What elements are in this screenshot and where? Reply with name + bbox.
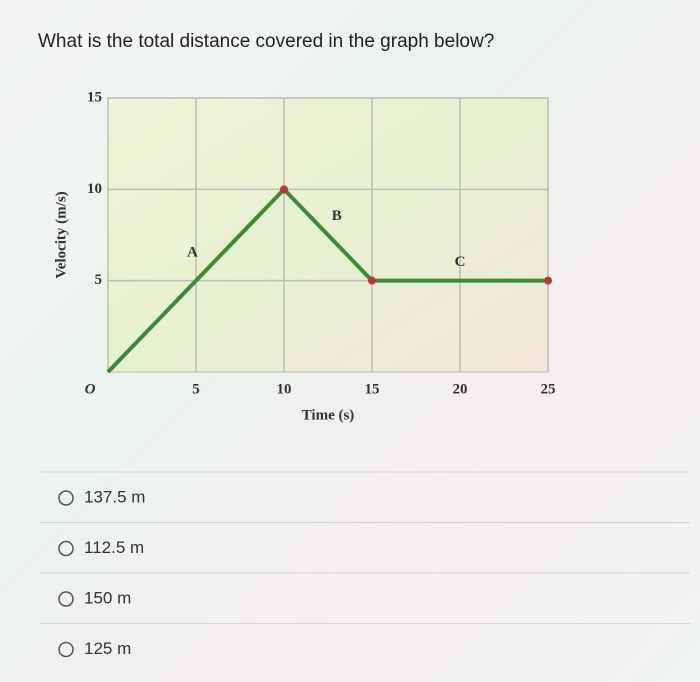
radio-button[interactable] — [58, 591, 74, 607]
annotation: B — [332, 208, 342, 224]
annotation: A — [187, 245, 198, 261]
radio-button[interactable] — [58, 490, 74, 506]
question: What is the total distance covered in th… — [38, 31, 494, 52]
point — [368, 276, 376, 285]
line — [106, 186, 548, 374]
point — [280, 185, 288, 194]
x-axis-label: Time (s) — [302, 407, 355, 423]
x-tick-label: O — [85, 381, 96, 397]
annotation: C — [455, 254, 466, 270]
option-label[interactable]: 125 m — [84, 639, 131, 658]
y-tick-label: 5 — [95, 272, 103, 288]
x-tick-label: 5 — [192, 381, 200, 397]
x-tick-label: 20 — [453, 381, 468, 397]
radio-button[interactable] — [58, 540, 74, 557]
radio-button[interactable] — [58, 641, 74, 658]
option-label[interactable]: 112.5 m — [84, 538, 144, 557]
x-tick-label: 10 — [277, 381, 292, 397]
chart: O 5 10 15 20 25 5 10 15 Time (s) Velocity (m/s) A B C — [53, 89, 555, 423]
y-tick-label: 15 — [87, 89, 102, 105]
options: 137.5 m 112.5 m 150 m 125 m — [40, 471, 690, 658]
x-tick-label: 15 — [365, 381, 380, 397]
x-tick-label: 25 — [541, 381, 556, 397]
y-axis-label: Velocity (m/s) — [53, 191, 69, 278]
option-label[interactable]: 150 m — [84, 588, 131, 607]
option-label[interactable]: 137.5 m — [84, 487, 145, 506]
point — [544, 276, 552, 285]
y-tick-label: 10 — [87, 181, 102, 197]
